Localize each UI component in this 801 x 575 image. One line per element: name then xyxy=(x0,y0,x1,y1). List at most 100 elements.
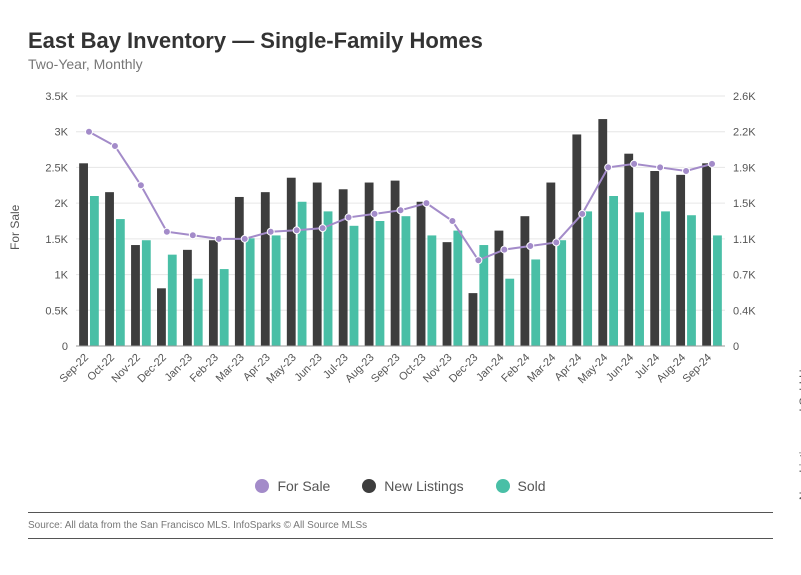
bar-new-listings xyxy=(598,119,607,346)
x-tick-label: Dec-22 xyxy=(135,352,169,386)
bar-new-listings xyxy=(572,134,581,346)
marker-for-sale xyxy=(579,210,586,217)
legend: For Sale New Listings Sold xyxy=(0,478,801,496)
bar-sold xyxy=(531,259,540,346)
marker-for-sale xyxy=(85,128,92,135)
y-right-tick-label: 2.6K xyxy=(733,91,756,103)
bar-sold xyxy=(298,202,307,346)
bar-new-listings xyxy=(157,288,166,346)
legend-label-sold: Sold xyxy=(518,478,546,494)
y-right-tick-label: 0 xyxy=(733,341,739,353)
y-left-tick-label: 1.5K xyxy=(45,234,68,246)
marker-for-sale xyxy=(683,168,690,175)
bar-new-listings xyxy=(79,163,88,346)
bar-new-listings xyxy=(546,183,555,346)
y-right-tick-label: 1.5K xyxy=(733,198,756,210)
marker-for-sale xyxy=(709,160,716,167)
bar-sold xyxy=(609,196,618,346)
bar-new-listings xyxy=(105,192,114,346)
x-tick-label: Jun-24 xyxy=(604,352,636,384)
y-axis-left-label: For Sale xyxy=(8,205,22,250)
bar-new-listings xyxy=(261,192,270,346)
marker-for-sale xyxy=(137,182,144,189)
bar-new-listings xyxy=(391,181,400,346)
y-right-tick-label: 1.1K xyxy=(733,234,756,246)
marker-for-sale xyxy=(189,232,196,239)
bar-new-listings xyxy=(624,154,633,346)
bar-new-listings xyxy=(287,178,296,346)
legend-label-for-sale: For Sale xyxy=(277,478,330,494)
marker-for-sale xyxy=(657,164,664,171)
bar-sold xyxy=(505,279,514,346)
marker-for-sale xyxy=(267,228,274,235)
y-left-tick-label: 2K xyxy=(55,198,69,210)
line-for-sale xyxy=(89,132,712,261)
bar-new-listings xyxy=(313,183,322,346)
bar-sold xyxy=(453,231,462,346)
legend-item-sold: Sold xyxy=(496,478,546,494)
marker-for-sale xyxy=(293,227,300,234)
marker-for-sale xyxy=(397,207,404,214)
bar-new-listings xyxy=(469,293,478,346)
bar-new-listings xyxy=(131,245,140,346)
y-axis-right-label: New Listings and Sold Homes xyxy=(797,340,801,500)
bar-sold xyxy=(194,279,203,346)
bar-sold xyxy=(687,215,696,346)
y-right-tick-label: 2.2K xyxy=(733,127,756,139)
marker-for-sale xyxy=(475,257,482,264)
marker-for-sale xyxy=(527,243,534,250)
marker-for-sale xyxy=(605,164,612,171)
legend-item-for-sale: For Sale xyxy=(255,478,330,494)
y-right-tick-label: 1.9K xyxy=(733,162,756,174)
legend-label-new-listings: New Listings xyxy=(384,478,463,494)
x-tick-label: Sep-23 xyxy=(369,352,403,386)
footer-rule-bottom xyxy=(28,538,773,539)
chart-svg: 000.5K0.4K1K0.7K1.5K1.1K2K1.5K2.5K1.9K3K… xyxy=(28,86,773,416)
x-tick-label: Jun-23 xyxy=(292,352,324,384)
bar-new-listings xyxy=(365,183,374,346)
x-tick-label: Mar-24 xyxy=(525,352,558,385)
bar-new-listings xyxy=(676,175,685,346)
bar-sold xyxy=(427,235,436,346)
chart-title: East Bay Inventory — Single-Family Homes xyxy=(28,28,483,54)
bar-sold xyxy=(583,211,592,346)
bar-sold xyxy=(661,211,670,346)
bar-sold xyxy=(324,211,333,346)
bar-new-listings xyxy=(702,163,711,346)
y-left-tick-label: 1K xyxy=(55,270,69,282)
marker-for-sale xyxy=(345,214,352,221)
bar-new-listings xyxy=(235,197,244,346)
marker-for-sale xyxy=(241,235,248,242)
x-tick-label: Dec-23 xyxy=(447,352,481,386)
plot-area: 000.5K0.4K1K0.7K1.5K1.1K2K1.5K2.5K1.9K3K… xyxy=(28,86,773,416)
marker-for-sale xyxy=(111,143,118,150)
y-left-tick-label: 3.5K xyxy=(45,91,68,103)
bar-new-listings xyxy=(183,250,192,346)
bar-new-listings xyxy=(417,202,426,346)
bar-sold xyxy=(246,238,255,346)
for-sale-swatch xyxy=(255,479,269,493)
bar-new-listings xyxy=(520,216,529,346)
bar-new-listings xyxy=(339,189,348,346)
marker-for-sale xyxy=(371,210,378,217)
bar-sold xyxy=(376,221,385,346)
bar-new-listings xyxy=(443,242,452,346)
legend-item-new-listings: New Listings xyxy=(362,478,463,494)
y-left-tick-label: 3K xyxy=(55,127,69,139)
new-listings-swatch xyxy=(362,479,376,493)
x-tick-label: Sep-22 xyxy=(58,352,92,386)
bar-new-listings xyxy=(209,240,218,346)
marker-for-sale xyxy=(163,228,170,235)
y-left-tick-label: 0 xyxy=(62,341,68,353)
bar-sold xyxy=(90,196,99,346)
x-tick-label: May-23 xyxy=(264,352,298,386)
y-right-tick-label: 0.7K xyxy=(733,270,756,282)
bar-sold xyxy=(557,240,566,346)
marker-for-sale xyxy=(501,246,508,253)
marker-for-sale xyxy=(631,160,638,167)
source-text: Source: All data from the San Francisco … xyxy=(28,520,367,531)
marker-for-sale xyxy=(215,235,222,242)
chart-subtitle: Two-Year, Monthly xyxy=(28,56,143,72)
chart-container: East Bay Inventory — Single-Family Homes… xyxy=(0,0,801,575)
sold-swatch xyxy=(496,479,510,493)
